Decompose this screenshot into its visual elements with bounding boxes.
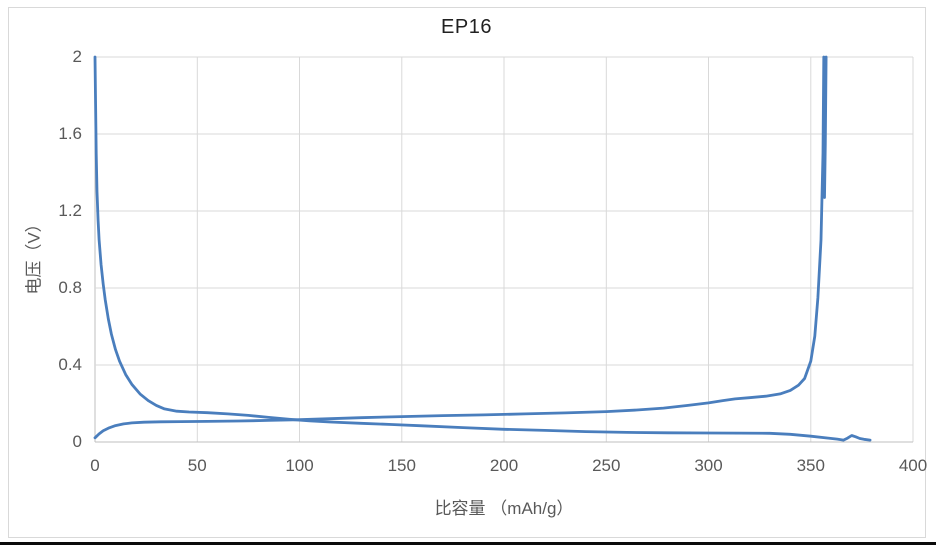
screen-bottom-edge-line xyxy=(0,542,936,545)
y-tick-label: 0.8 xyxy=(58,278,82,297)
x-tick-label: 200 xyxy=(489,456,519,475)
y-tick-label: 0 xyxy=(72,432,82,451)
charge-curve xyxy=(93,55,828,440)
y-tick-label: 1.6 xyxy=(58,124,82,143)
x-tick-label: 300 xyxy=(694,456,723,475)
x-tick-label: 100 xyxy=(285,456,314,475)
chart-title: EP16 xyxy=(441,16,492,38)
x-tick-label: 50 xyxy=(187,456,207,475)
x-tick-label: 400 xyxy=(898,456,928,475)
y-tick-label: 1.2 xyxy=(58,201,82,220)
x-axis-title: 比容量 （mAh/g） xyxy=(434,499,574,518)
discharge-curve xyxy=(93,55,872,442)
x-tick-label: 0 xyxy=(90,456,100,475)
x-tick-label: 150 xyxy=(387,456,416,475)
y-axis-title: 电压（V） xyxy=(24,215,44,295)
y-tick-label: 2 xyxy=(72,47,82,66)
chart-container xyxy=(8,7,926,538)
y-tick-label: 0.4 xyxy=(58,355,82,374)
x-tick-label: 250 xyxy=(592,456,621,475)
x-tick-label: 350 xyxy=(796,456,825,475)
